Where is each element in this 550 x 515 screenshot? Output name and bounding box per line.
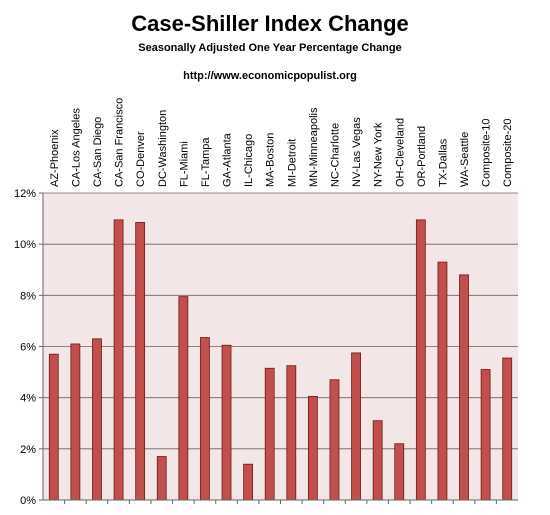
x-tick-label: OH-Cleveland [394,118,406,187]
bar [329,379,340,501]
bar [243,463,254,501]
x-tick-label: Composite-10 [481,119,493,187]
chart-subtitle: Seasonally Adjusted One Year Percentage … [138,42,402,54]
y-tick-label: 6% [20,342,36,354]
x-tick-label: FL-Miami [178,141,190,187]
bar [178,296,189,501]
x-tick-label: CA-San Diego [92,117,104,187]
bars [48,219,513,501]
x-tick-label: IL-Chicago [243,134,255,187]
y-tick-label: 4% [20,393,36,405]
y-tick-label: 2% [20,444,36,456]
bar [437,261,448,501]
y-tick-label: 8% [20,290,36,302]
bar [221,344,232,501]
bar [135,222,146,501]
x-tick-label: OR-Portland [416,126,428,187]
bar [307,395,318,501]
bar [502,357,513,501]
y-tick-label: 0% [20,495,36,507]
bar [200,337,210,501]
chart-title: Case-Shiller Index Change [131,11,409,36]
chart-source-url: http://www.economicpopulist.org [183,70,357,82]
x-tick-label: MN-Minneapolis [308,107,320,187]
bar [92,338,102,501]
x-tick-label: WA-Seattle [459,132,471,187]
y-tick-label: 12% [14,188,36,200]
x-tick-label: MI-Detroit [286,139,298,187]
x-tick-label: CO-Denver [135,131,147,187]
bar [459,274,469,501]
x-tick-label: Composite-20 [502,119,514,187]
bar [48,353,59,501]
x-tick-label: DC-Washington [157,110,169,187]
x-tick-label: GA-Atlanta [222,132,234,187]
bar [113,219,124,501]
x-tick-label: NY-New York [373,122,385,187]
x-tick-label: TX-Dallas [437,138,449,187]
x-tick-label: CA-Los Angeles [70,108,82,187]
bar [480,369,491,501]
y-axis-tick-labels: 0% 2% 4% 6% 8% 10% 12% [14,188,36,507]
bar [70,343,81,501]
bar [415,219,426,501]
bar [351,352,361,501]
x-tick-label: AZ-Phoenix [49,129,61,187]
x-tick-label: MA-Boston [265,133,277,187]
x-tick-label: CA-San Francisco [114,98,126,187]
bar [264,367,275,501]
bar [394,443,405,501]
x-tick-label: NC-Charlotte [329,123,341,187]
bar [156,456,167,501]
x-axis-category-labels: AZ-Phoenix CA-Los Angeles CA-San Diego CA-S… [49,98,514,187]
axes [42,193,518,501]
bar [286,365,297,501]
x-tick-label: FL-Tampa [200,137,212,187]
y-tick-label: 10% [14,239,36,251]
bar [372,420,383,501]
x-tick-label: NV-Las Vegas [351,117,363,187]
